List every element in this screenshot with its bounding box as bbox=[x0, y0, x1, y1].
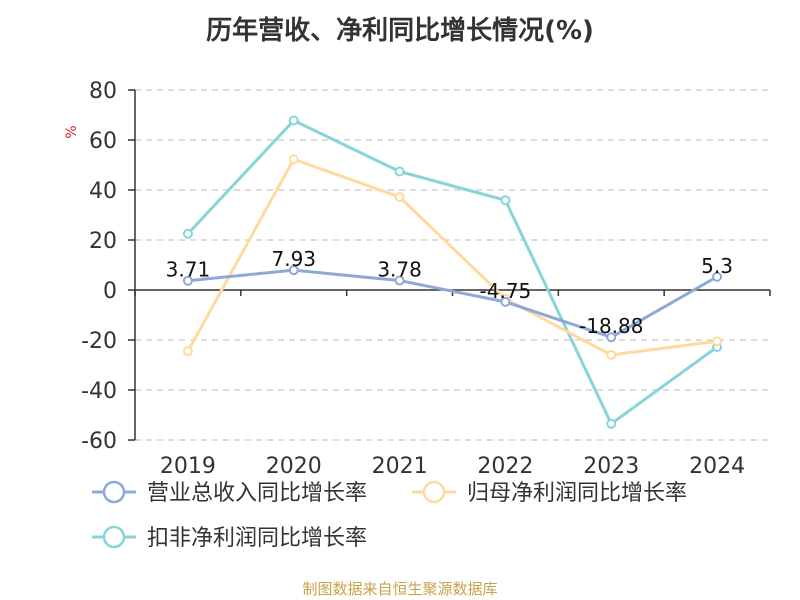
data-point bbox=[606, 418, 617, 429]
series-points bbox=[182, 115, 723, 429]
y-tick-label: -60 bbox=[81, 429, 117, 454]
data-point bbox=[394, 275, 405, 286]
legend-label: 归母净利润同比增长率 bbox=[467, 481, 687, 506]
legend-item-1[interactable]: 归母净利润同比增长率 bbox=[412, 480, 687, 506]
data-label: -4.75 bbox=[480, 279, 532, 303]
y-axis-label: % bbox=[64, 125, 80, 138]
data-point bbox=[606, 350, 617, 360]
data-label: -18.88 bbox=[579, 314, 643, 338]
x-tick-label: 2024 bbox=[689, 454, 745, 479]
x-tick-label: 2019 bbox=[160, 454, 216, 479]
y-tick-label: -40 bbox=[81, 379, 117, 404]
data-label: 3.78 bbox=[377, 258, 422, 282]
data-point bbox=[182, 275, 193, 286]
data-point bbox=[182, 346, 193, 357]
legend-item-0[interactable]: 营业总收入同比增长率 bbox=[92, 480, 367, 506]
data-labels: 3.71 7.93 3.78 -4.75 -18.88 5.3 bbox=[166, 247, 733, 338]
source-note: 制图数据来自恒生聚源数据库 bbox=[302, 580, 498, 598]
data-point bbox=[182, 228, 193, 239]
legend-label: 扣非净利润同比增长率 bbox=[147, 526, 367, 551]
series-lines bbox=[186, 119, 719, 426]
x-tick-label: 2020 bbox=[266, 454, 322, 479]
legend-marker bbox=[422, 480, 446, 504]
data-point bbox=[712, 336, 723, 347]
legend-marker bbox=[102, 525, 126, 549]
data-point bbox=[500, 296, 511, 307]
x-tick-label: 2021 bbox=[372, 454, 428, 479]
data-point bbox=[500, 195, 511, 206]
data-label: 5.3 bbox=[701, 254, 733, 278]
y-tick-label: 60 bbox=[89, 129, 117, 154]
data-label: 3.71 bbox=[166, 258, 211, 282]
chart-title: 历年营收、净利同比增长情况(%) bbox=[206, 16, 594, 46]
data-point bbox=[288, 115, 299, 126]
data-point bbox=[288, 265, 299, 276]
y-tick-label: 20 bbox=[89, 229, 117, 254]
grid-lines bbox=[135, 89, 770, 441]
x-tick-label: 2022 bbox=[477, 454, 533, 479]
data-point bbox=[712, 271, 723, 282]
legend-marker bbox=[102, 480, 126, 504]
data-label: 7.93 bbox=[271, 247, 316, 271]
data-point bbox=[288, 154, 299, 165]
y-tick-label: 40 bbox=[89, 179, 117, 204]
series-line-2 bbox=[186, 119, 719, 426]
data-point bbox=[394, 166, 405, 177]
series-line-1 bbox=[186, 157, 719, 357]
series-line-0 bbox=[186, 268, 719, 339]
legend-item-2[interactable]: 扣非净利润同比增长率 bbox=[92, 525, 367, 551]
y-tick-label: 80 bbox=[89, 79, 117, 104]
legend-label: 营业总收入同比增长率 bbox=[147, 481, 367, 506]
y-tick-label: 0 bbox=[103, 279, 117, 304]
x-tick-label: 2023 bbox=[583, 454, 639, 479]
axes: 80 60 40 20 0 -20 -40 -60 2019 2020 2021 2022 2023 20… bbox=[64, 79, 771, 479]
data-point bbox=[394, 192, 405, 202]
y-tick-label: -20 bbox=[81, 329, 117, 354]
data-point bbox=[606, 332, 617, 343]
